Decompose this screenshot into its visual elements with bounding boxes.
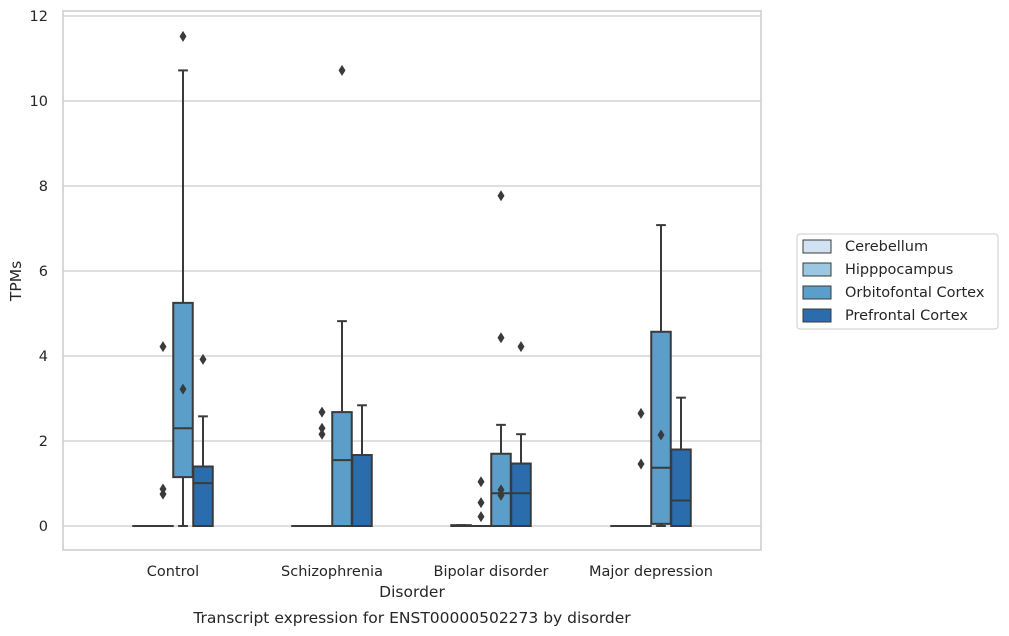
chart-title: Transcript expression for ENST0000050227… xyxy=(192,609,631,627)
x-tick-label: Major depression xyxy=(589,564,713,580)
box-prefrontal-cortex-1 xyxy=(351,404,373,527)
box-orbitofontal-cortex-3 xyxy=(650,224,672,527)
legend-label: Prefrontal Cortex xyxy=(845,308,968,324)
outlier-point xyxy=(179,30,187,42)
outlier-point xyxy=(517,341,525,353)
y-tick-label: 10 xyxy=(30,94,48,110)
outlier-point xyxy=(318,406,326,418)
box-hipppocampus-2 xyxy=(470,476,492,528)
x-axis-ticks: Control Schizophrenia Bipolar disorder Majo… xyxy=(147,564,713,580)
box-orbitofontal-cortex-2 xyxy=(490,190,512,527)
outlier-point xyxy=(497,489,505,501)
outlier-point xyxy=(318,428,326,440)
outlier-point xyxy=(159,341,167,353)
outlier-point xyxy=(657,429,665,441)
y-tick-label: 2 xyxy=(39,434,48,450)
y-axis-ticks: 0 2 4 6 8 10 12 xyxy=(30,9,48,535)
y-tick-label: 8 xyxy=(39,179,48,195)
legend-swatch xyxy=(802,308,832,323)
x-tick-label: Control xyxy=(147,564,199,580)
x-tick-label: Bipolar disorder xyxy=(434,564,549,580)
y-tick-label: 12 xyxy=(30,9,48,25)
outlier-point xyxy=(477,497,485,509)
legend-swatch xyxy=(802,239,832,254)
box-body xyxy=(331,411,353,528)
box-body xyxy=(351,454,373,527)
outlier-point xyxy=(497,484,505,496)
legend-label: Cerebellum xyxy=(845,239,928,255)
x-tick-label: Schizophrenia xyxy=(281,564,383,580)
box-prefrontal-cortex-3 xyxy=(670,396,692,527)
y-tick-label: 4 xyxy=(39,349,48,365)
outlier-point xyxy=(338,64,346,76)
plot-frame xyxy=(62,10,762,551)
y-axis-label: TPMs xyxy=(7,261,25,302)
outlier-point xyxy=(318,422,326,434)
box-orbitofontal-cortex-0 xyxy=(172,30,194,527)
box-prefrontal-cortex-0 xyxy=(192,353,214,527)
legend: Cerebellum Hipppocampus Orbitofontal Corte… xyxy=(796,233,999,330)
box-body xyxy=(192,465,214,527)
box-orbitofontal-cortex-1 xyxy=(331,64,353,528)
legend-swatch xyxy=(802,285,832,300)
outlier-point xyxy=(159,488,167,500)
legend-label: Orbitofontal Cortex xyxy=(845,285,985,301)
box-series-layer xyxy=(132,30,692,528)
box-hipppocampus-0 xyxy=(152,341,174,528)
y-tick-label: 0 xyxy=(39,519,48,535)
legend-label: Hipppocampus xyxy=(845,262,953,278)
box-body xyxy=(670,448,692,527)
box-cerebellum-2 xyxy=(450,524,472,528)
box-body xyxy=(650,330,672,525)
box-prefrontal-cortex-2 xyxy=(510,341,532,527)
legend-swatch xyxy=(802,262,832,277)
y-tick-label: 6 xyxy=(39,264,48,280)
outlier-point xyxy=(477,476,485,488)
outlier-point xyxy=(477,511,485,523)
box-hipppocampus-3 xyxy=(630,407,652,528)
x-axis-label: Disorder xyxy=(379,583,445,601)
box-body xyxy=(510,462,532,527)
outlier-point xyxy=(637,407,645,419)
legend-frame xyxy=(796,233,999,330)
outlier-point xyxy=(497,332,505,344)
outlier-point xyxy=(497,190,505,202)
outlier-point xyxy=(179,383,187,395)
outlier-point xyxy=(199,353,207,365)
outlier-point xyxy=(637,458,645,470)
